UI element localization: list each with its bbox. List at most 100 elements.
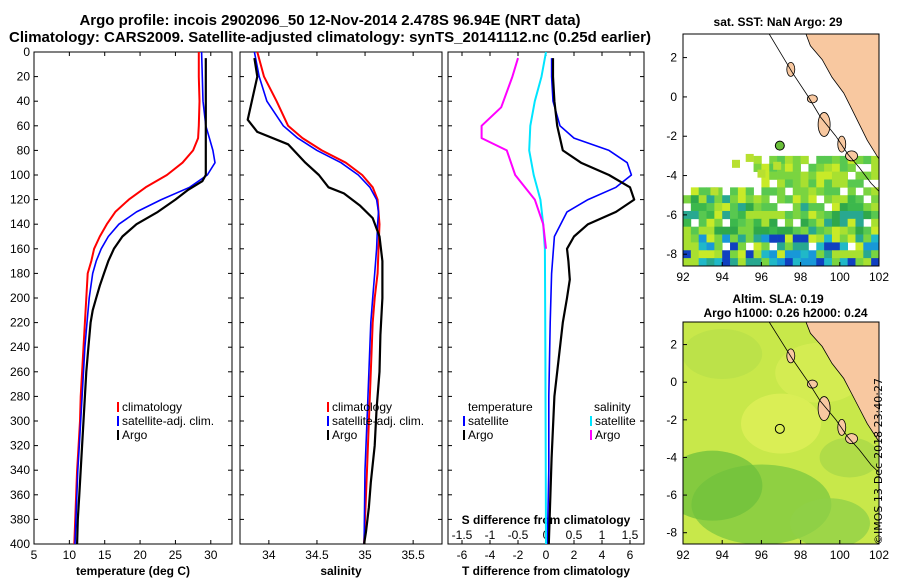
sst-pixel bbox=[847, 234, 856, 243]
x-tick-label: -4 bbox=[485, 548, 496, 562]
sst-pixel bbox=[831, 179, 841, 188]
sst-pixel bbox=[698, 258, 707, 266]
y-tick-label: 240 bbox=[10, 340, 30, 354]
plot-frame bbox=[33, 51, 233, 545]
sst-pixel bbox=[784, 258, 794, 266]
sst-pixel bbox=[757, 169, 766, 178]
legend-label: satellite-adj. clim. bbox=[332, 414, 424, 428]
sst-pixel bbox=[863, 187, 872, 196]
sst-pixel bbox=[800, 155, 809, 165]
chart-panel-1: 0 20 40 60 80 100 120 140 160 180 200 220 240 260 280 3… bbox=[10, 45, 233, 578]
map-content bbox=[683, 322, 879, 544]
sst-pixel bbox=[863, 210, 872, 220]
y-tick-label: 160 bbox=[10, 242, 30, 256]
sst-pixel bbox=[816, 226, 825, 235]
series-line-salinity-satellite bbox=[528, 51, 547, 545]
sst-pixel bbox=[730, 195, 739, 204]
sst-pixel bbox=[847, 163, 856, 172]
legend-heading-temperature: temperature bbox=[468, 400, 533, 414]
sst-pixel bbox=[690, 250, 700, 259]
sst-pixel bbox=[847, 179, 856, 188]
sst-pixel bbox=[714, 234, 723, 243]
sst-pixel bbox=[777, 258, 786, 266]
sst-pixel bbox=[808, 195, 817, 204]
sst-pixel bbox=[761, 258, 770, 266]
sst-pixel bbox=[808, 163, 817, 172]
sst-pixel bbox=[792, 250, 801, 259]
sst-pixel bbox=[722, 258, 731, 266]
map-x-tick-label: 92 bbox=[676, 270, 690, 284]
title-line1: Argo profile: incois 2902096_50 12-Nov-2… bbox=[79, 12, 581, 29]
series-line-satellite-adj-clim- bbox=[74, 51, 216, 545]
sst-pixel bbox=[769, 155, 778, 165]
sst-pixel bbox=[792, 210, 801, 220]
sst-pixel bbox=[831, 250, 841, 259]
sst-pixel bbox=[784, 210, 794, 220]
sst-pixel bbox=[698, 242, 707, 251]
sst-pixel bbox=[839, 226, 848, 235]
sst-pixel bbox=[683, 234, 692, 243]
sst-pixel bbox=[792, 163, 801, 172]
sst-pixel bbox=[808, 250, 817, 259]
land-sumatra bbox=[805, 322, 879, 443]
sst-pixel bbox=[753, 258, 762, 266]
sla-anomaly-patch bbox=[790, 498, 870, 544]
y-tick-label: 340 bbox=[10, 463, 30, 477]
sst-pixel bbox=[730, 187, 739, 196]
sst-pixel bbox=[831, 163, 841, 172]
sst-pixel bbox=[761, 234, 770, 243]
sst-pixel bbox=[871, 155, 879, 165]
sst-pixel bbox=[824, 163, 833, 172]
sst-pixel bbox=[753, 250, 762, 259]
sst-pixel bbox=[753, 163, 762, 172]
sst-pixel bbox=[745, 258, 754, 266]
sst-pixel bbox=[816, 242, 825, 251]
sst-pixel bbox=[855, 218, 864, 228]
sst-pixel bbox=[792, 226, 801, 235]
sst-pixel bbox=[824, 226, 833, 235]
sst-pixel bbox=[800, 187, 809, 196]
bathymetry-contour bbox=[768, 34, 879, 192]
sst-pixel bbox=[777, 210, 786, 220]
sst-pixel bbox=[769, 187, 778, 196]
land-island bbox=[806, 94, 818, 104]
sst-pixel bbox=[855, 210, 864, 220]
sst-pixel bbox=[871, 203, 879, 212]
y-tick-label: 120 bbox=[10, 193, 30, 207]
land-sumatra bbox=[805, 34, 879, 160]
sst-pixel bbox=[847, 250, 856, 259]
map-y-tick-label: -4 bbox=[666, 169, 677, 183]
sst-pixel bbox=[792, 258, 801, 266]
sst-pixel bbox=[808, 234, 817, 243]
sst-pixel bbox=[784, 163, 794, 172]
sst-pixel bbox=[871, 187, 879, 196]
sst-pixel bbox=[714, 195, 723, 204]
sst-pixel bbox=[863, 203, 872, 212]
sst-pixel bbox=[690, 226, 700, 235]
sst-pixel bbox=[871, 250, 879, 259]
sst-pixel bbox=[855, 155, 864, 165]
x-tick-label: 20 bbox=[133, 548, 147, 562]
sst-pixel bbox=[839, 242, 848, 251]
sst-pixel bbox=[745, 203, 754, 212]
sst-pixel bbox=[769, 234, 778, 243]
sst-pixel bbox=[732, 159, 740, 168]
sst-pixel bbox=[831, 195, 841, 204]
sst-pixel bbox=[800, 195, 809, 204]
sst-pixel bbox=[855, 171, 864, 180]
sst-pixel bbox=[824, 218, 833, 228]
sst-pixel bbox=[714, 218, 723, 228]
sst-pixel bbox=[777, 226, 786, 235]
legend-label: satellite bbox=[468, 414, 509, 428]
sst-pixel bbox=[737, 187, 747, 196]
y-tick-label: 80 bbox=[17, 143, 31, 157]
sst-pixel bbox=[847, 203, 856, 212]
sst-pixel bbox=[863, 242, 872, 251]
map-x-tick-label: 96 bbox=[755, 548, 769, 562]
sst-pixel bbox=[800, 250, 809, 259]
sst-pixel bbox=[847, 218, 856, 228]
sst-pixel bbox=[737, 234, 747, 243]
sst-pixel bbox=[816, 258, 825, 266]
x-tick-label: 15 bbox=[98, 548, 112, 562]
sst-pixel bbox=[730, 203, 739, 212]
